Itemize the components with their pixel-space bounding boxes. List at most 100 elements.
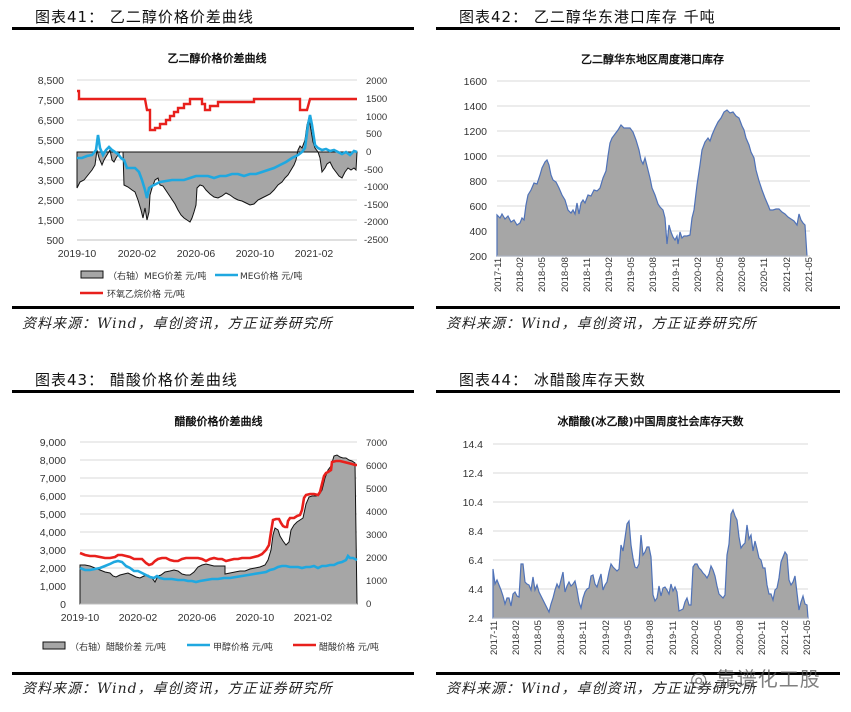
svg-text:1000: 1000 [464, 151, 488, 163]
svg-text:2000: 2000 [366, 76, 387, 87]
figure-44-source: 资料来源：Wind，卓创资讯，方正证券研究所 [446, 681, 757, 697]
svg-text:2018-11: 2018-11 [582, 258, 593, 292]
svg-text:4,500: 4,500 [38, 155, 64, 167]
svg-text:2019-08: 2019-08 [648, 257, 659, 292]
svg-text:2018-08: 2018-08 [556, 620, 567, 655]
svg-text:2,000: 2,000 [40, 563, 66, 575]
svg-text:2020-10: 2020-10 [236, 248, 275, 260]
svg-text:2018-11: 2018-11 [578, 621, 589, 655]
svg-text:7000: 7000 [366, 438, 387, 449]
svg-text:（右轴）醋酸价差 元/吨: （右轴）醋酸价差 元/吨 [70, 641, 166, 653]
svg-text:10.4: 10.4 [463, 497, 484, 509]
chart-41-meg-price-line [77, 114, 358, 199]
figure-42-source: 资料来源：Wind，卓创资讯，方正证券研究所 [446, 316, 757, 332]
chart-41-left-axis: 8,500 7,500 6,500 5,500 4,500 3,500 2,500 1,5… [38, 75, 64, 247]
svg-text:6,500: 6,500 [38, 115, 64, 127]
svg-text:2019-08: 2019-08 [645, 620, 656, 655]
chart-41-right-axis: 2000 1500 1000 500 0 -500 -1000 -1500 -2000 -2… [364, 76, 388, 246]
figure-41-top-rule [12, 27, 414, 30]
svg-text:500: 500 [46, 235, 64, 247]
chart-44-title: 冰醋酸(冰乙酸)中国周度社会库存天数 [557, 415, 744, 428]
chart-43-title: 醋酸价格价差曲线 [174, 415, 263, 428]
svg-text:2020-08: 2020-08 [735, 620, 746, 655]
svg-text:2019-11: 2019-11 [671, 258, 682, 292]
svg-text:3,000: 3,000 [40, 545, 66, 557]
svg-text:3000: 3000 [366, 530, 387, 541]
svg-text:2020-08: 2020-08 [737, 257, 748, 292]
chart-42-title: 乙二醇华东地区周度港口库存 [581, 53, 724, 66]
svg-text:2021-05: 2021-05 [804, 257, 815, 292]
chart-41-x-axis: 2019-10 2020-02 2020-06 2020-10 2021-02 [58, 248, 334, 260]
svg-text:7,000: 7,000 [40, 473, 66, 485]
svg-text:2020-10: 2020-10 [236, 612, 275, 624]
svg-text:6.4: 6.4 [468, 555, 483, 567]
svg-text:8.4: 8.4 [468, 526, 483, 538]
svg-text:-500: -500 [364, 165, 383, 176]
svg-text:-2000: -2000 [364, 217, 388, 228]
svg-text:800: 800 [469, 176, 487, 188]
svg-text:2021-02: 2021-02 [295, 248, 334, 260]
chart-43-left-axis: 9,000 8,000 7,000 6,000 5,000 4,000 3,000 2,0… [40, 437, 66, 611]
svg-text:1600: 1600 [464, 76, 488, 88]
svg-text:2018-05: 2018-05 [533, 620, 544, 655]
figure-44-label: 图表44： 冰醋酸库存天数 [459, 371, 646, 389]
svg-text:2021-05: 2021-05 [802, 620, 813, 655]
svg-text:2021-02: 2021-02 [782, 257, 793, 292]
chart-42-inventory-area [496, 109, 808, 257]
figure-43-top-rule [12, 390, 414, 393]
svg-text:7,500: 7,500 [38, 95, 64, 107]
svg-text:5,000: 5,000 [40, 509, 66, 521]
figure-41-bottom-rule [12, 306, 414, 309]
svg-text:5,500: 5,500 [38, 135, 64, 147]
svg-text:4.4: 4.4 [468, 584, 483, 596]
svg-text:0: 0 [60, 599, 66, 611]
svg-text:2,500: 2,500 [38, 195, 64, 207]
svg-text:1500: 1500 [366, 94, 387, 105]
chart-42-y-axis: 1600 1400 1200 1000 800 600 400 200 [464, 76, 488, 263]
svg-text:14.4: 14.4 [463, 439, 484, 451]
svg-text:醋酸价格 元/吨: 醋酸价格 元/吨 [319, 641, 379, 653]
watermark-text: ◎ 靠谱化工股 [690, 667, 821, 691]
svg-text:2020-02: 2020-02 [693, 257, 704, 292]
svg-text:2020-02: 2020-02 [119, 612, 158, 624]
svg-text:4000: 4000 [366, 507, 387, 518]
svg-text:2020-05: 2020-05 [713, 620, 724, 655]
chart-43-legend: （右轴）醋酸价差 元/吨 甲醇价格 元/吨 醋酸价格 元/吨 [42, 641, 379, 653]
svg-text:9,000: 9,000 [40, 437, 66, 449]
figure-44-top-rule [436, 390, 840, 393]
figure-42-top-rule [436, 27, 840, 30]
chart-43-acetic-price-line [79, 459, 357, 567]
svg-text:MEG价格 元/吨: MEG价格 元/吨 [240, 270, 302, 282]
svg-text:500: 500 [366, 129, 382, 140]
svg-text:2020-02: 2020-02 [118, 248, 157, 260]
svg-text:12.4: 12.4 [463, 468, 484, 480]
chart-44-y-axis: 14.4 12.4 10.4 8.4 6.4 4.4 2.4 [463, 439, 484, 625]
svg-text:0: 0 [366, 599, 371, 610]
svg-text:2017-11: 2017-11 [493, 258, 504, 292]
svg-text:2019-05: 2019-05 [626, 257, 637, 292]
svg-text:2021-02: 2021-02 [780, 620, 791, 655]
svg-text:1000: 1000 [366, 112, 387, 123]
chart-44-x-axis: 2017-11 2018-02 2018-05 2018-08 2018-11 … [489, 620, 813, 655]
chart-43-right-axis: 7000 6000 5000 4000 3000 2000 1000 0 [366, 438, 387, 610]
svg-text:1,500: 1,500 [38, 215, 64, 227]
svg-text:-2500: -2500 [364, 235, 388, 246]
svg-text:2020-05: 2020-05 [715, 257, 726, 292]
svg-text:6000: 6000 [366, 461, 387, 472]
svg-text:600: 600 [469, 201, 487, 213]
svg-text:2000: 2000 [366, 553, 387, 564]
svg-text:2020-11: 2020-11 [759, 258, 770, 292]
svg-text:（右轴）MEG价差 元/吨: （右轴）MEG价差 元/吨 [108, 270, 206, 282]
svg-text:2019-10: 2019-10 [58, 248, 97, 260]
svg-text:2019-10: 2019-10 [61, 612, 100, 624]
figure-44-bottom-rule [436, 672, 840, 675]
svg-text:3,500: 3,500 [38, 175, 64, 187]
svg-text:2020-06: 2020-06 [178, 612, 217, 624]
chart-44-inventory-days-area [492, 508, 809, 619]
svg-text:-1000: -1000 [364, 182, 388, 193]
svg-text:5000: 5000 [366, 484, 387, 495]
